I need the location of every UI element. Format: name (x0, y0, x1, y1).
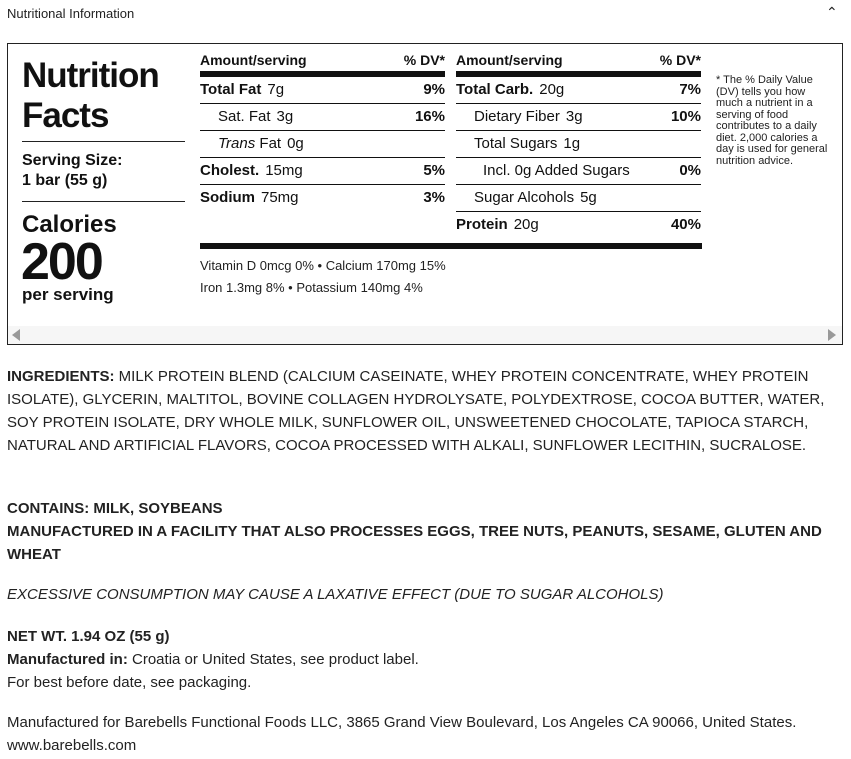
nutrient-name: Total Carb. 20g (456, 81, 565, 98)
serving-size: Serving Size: 1 bar (55 g) (22, 151, 122, 191)
nutrient-dv: 3% (423, 189, 445, 206)
scroll-left-icon[interactable] (12, 329, 20, 341)
nutrient-row: Incl. 0g Added Sugars 0% (456, 158, 701, 185)
nutrient-name: Sugar Alcohols 5g (474, 189, 597, 206)
serving-label: Serving Size: (22, 152, 123, 169)
divider (22, 201, 185, 202)
contains: CONTAINS: MILK, SOYBEANS (7, 500, 223, 517)
nutrient-row: Dietary Fiber 3g 10% (456, 104, 701, 131)
ingredients-label: INGREDIENTS: (7, 368, 115, 385)
serving-value: 1 bar (55 g) (22, 172, 108, 189)
dv-footnote: * The % Daily Value (DV) tells you how m… (716, 74, 828, 167)
calories-label: Calories (22, 211, 117, 238)
nutrient-amount: 1g (563, 135, 581, 152)
nutrient-row: Cholest. 15mg 5% (200, 158, 445, 185)
nutrient-row: Total Sugars 1g (456, 131, 701, 158)
nutrient-dv: 40% (670, 216, 701, 233)
nutrient-dv: 9% (423, 81, 445, 98)
nutrient-amount: 3g (565, 108, 583, 125)
nutrition-facts-panel: Nutrition Facts Serving Size: 1 bar (55 … (7, 43, 843, 345)
amount-header: Amount/serving (200, 52, 307, 68)
facility-warning: MANUFACTURED IN A FACILITY THAT ALSO PRO… (7, 523, 822, 563)
nutrient-amount: 0g (287, 135, 304, 152)
dv-header: % DV* (403, 52, 445, 68)
nutrition-facts-title: Nutrition Facts (22, 56, 160, 136)
nutrients-left: Amount/serving % DV* Total Fat 7g 9% Sat. Fa… (200, 52, 445, 211)
nutrient-row: Total Fat 7g 9% (200, 77, 445, 104)
vitamins-line: Vitamin D 0mcg 0% • Calcium 170mg 15% (200, 258, 446, 273)
per-serving: per serving (22, 285, 114, 304)
nutrient-dv: 10% (670, 108, 701, 125)
nutrient-amount: 20g (539, 81, 565, 98)
column-header: Amount/serving % DV* (200, 52, 445, 77)
horizontal-scrollbar[interactable] (8, 326, 842, 344)
nutrient-amount: 75mg (261, 189, 299, 206)
manufactured-in: Manufactured in: Croatia or United State… (7, 648, 842, 671)
manufacturer: Manufactured for Barebells Functional Fo… (7, 714, 797, 754)
nutrient-amount: 5g (580, 189, 597, 206)
nutrient-amount: 7g (267, 81, 285, 98)
nutrient-name: Dietary Fiber 3g (474, 108, 583, 125)
nutrient-name: Incl. 0g Added Sugars (483, 162, 630, 179)
ingredients-text: MILK PROTEIN BLEND (CALCIUM CASEINATE, W… (7, 368, 825, 454)
title-line: Nutrition (22, 56, 160, 95)
divider (200, 243, 702, 249)
nutrient-row: Sodium 75mg 3% (200, 185, 445, 211)
nutrient-amount: 15mg (265, 162, 303, 179)
nutrient-name: Sat. Fat 3g (218, 108, 294, 125)
calories-value: 200 (21, 233, 104, 291)
nutrient-row: Sat. Fat 3g 16% (200, 104, 445, 131)
nutrient-name: Sodium 75mg (200, 189, 299, 206)
column-header: Amount/serving % DV* (456, 52, 701, 77)
nutrients-right: Amount/serving % DV* Total Carb. 20g 7% Diet… (456, 52, 701, 238)
nutrient-amount: 3g (276, 108, 294, 125)
laxative-warning: EXCESSIVE CONSUMPTION MAY CAUSE A LAXATI… (7, 586, 664, 603)
amount-header: Amount/serving (456, 52, 563, 68)
nutrient-dv: 0% (679, 162, 701, 179)
minerals-line: Iron 1.3mg 8% • Potassium 140mg 4% (200, 280, 423, 295)
nutrient-dv: 5% (423, 162, 445, 179)
nutrient-row: Sugar Alcohols 5g (456, 185, 701, 212)
nutrient-name: Protein 20g (456, 216, 539, 233)
title-line: Facts (22, 96, 109, 135)
nutrient-row: Trans Fat 0g (200, 131, 445, 158)
nutrient-name: Total Fat 7g (200, 81, 285, 98)
manufactured-label: Manufactured in: (7, 651, 128, 668)
chevron-up-icon[interactable]: ⌃ (826, 4, 838, 20)
scroll-right-icon[interactable] (828, 329, 836, 341)
section-title[interactable]: Nutritional Information (7, 6, 135, 21)
nutrient-dv: 7% (679, 81, 701, 98)
nutrient-name: Trans Fat 0g (218, 135, 304, 152)
nutrient-name: Total Sugars 1g (474, 135, 581, 152)
ingredients: INGREDIENTS: MILK PROTEIN BLEND (CALCIUM… (7, 365, 842, 457)
net-weight: NET WT. 1.94 OZ (55 g) (7, 628, 170, 645)
manufactured-value: Croatia or United States, see product la… (127, 651, 419, 668)
dv-header: % DV* (659, 52, 701, 68)
nutrient-row: Total Carb. 20g 7% (456, 77, 701, 104)
nutrient-amount: 20g (513, 216, 539, 233)
best-before: For best before date, see packaging. (7, 674, 252, 691)
divider (22, 141, 185, 142)
nutrient-row: Protein 20g 40% (456, 212, 701, 238)
nutrient-dv: 16% (414, 108, 445, 125)
nutrient-name: Cholest. 15mg (200, 162, 303, 179)
